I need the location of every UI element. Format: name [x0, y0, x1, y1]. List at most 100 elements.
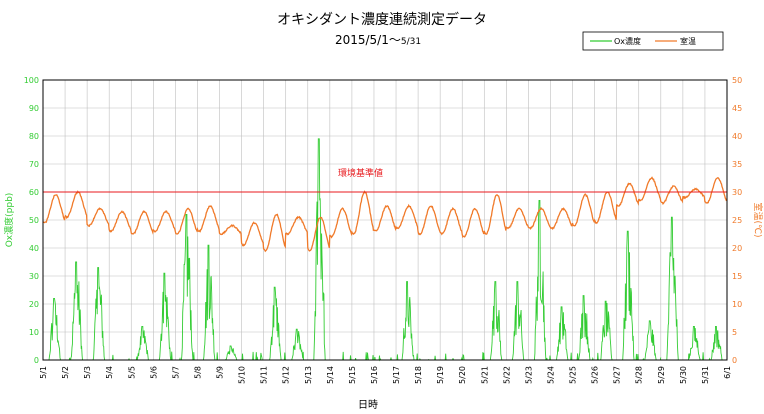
legend-ox-label: Ox濃度 [614, 36, 641, 46]
x-tick: 6/1 [723, 366, 732, 379]
x-tick: 5/16 [370, 366, 379, 384]
ox-day-segment [396, 281, 419, 361]
ox-day-segment [616, 230, 639, 361]
y-right-tick: 25 [732, 216, 742, 225]
ox-day-segment [462, 352, 485, 361]
temperature-series-line [42, 176, 728, 253]
standard-reference-label: 環境基準値 [338, 167, 383, 179]
y-left-tick: 90 [29, 104, 39, 113]
x-tick: 5/25 [569, 366, 578, 384]
x-tick: 5/27 [613, 366, 622, 384]
ox-day-segment [329, 351, 352, 361]
ox-day-segment [219, 345, 242, 361]
y-right-tick: 5 [732, 328, 737, 337]
ox-day-segment [43, 297, 66, 361]
x-tick: 5/6 [149, 366, 158, 379]
x-tick: 5/31 [701, 366, 710, 384]
ox-day-segment [484, 281, 507, 361]
ox-day-segment [263, 286, 286, 361]
ox-day-segment [638, 320, 662, 361]
x-tick: 5/11 [260, 366, 269, 384]
ox-day-segment [131, 325, 154, 361]
y-left-tick: 30 [29, 272, 39, 281]
plot-frame [42, 79, 728, 361]
y-left-tick: 100 [24, 76, 39, 85]
x-tick: 5/7 [171, 366, 180, 379]
ox-day-segment [87, 267, 110, 361]
chart-subtitle: 2015/5/1～5/31 [335, 33, 421, 47]
y-left-tick: 20 [29, 300, 39, 309]
x-tick: 5/20 [458, 366, 467, 384]
y-left-tick: 40 [29, 244, 39, 253]
y-left-tick: 70 [29, 160, 39, 169]
x-tick: 5/4 [105, 366, 114, 379]
ox-day-segment [285, 328, 308, 361]
x-tick: 5/18 [414, 366, 423, 384]
x-tick: 5/3 [83, 366, 92, 379]
ox-day-segment [506, 281, 529, 361]
y-right-tick: 40 [732, 132, 742, 141]
ox-day-segment [197, 244, 220, 361]
x-axis-label: 日時 [358, 399, 378, 411]
x-tick: 5/24 [546, 366, 555, 384]
x-tick: 5/29 [657, 366, 666, 384]
x-tick: 5/15 [348, 366, 357, 384]
x-tick: 5/9 [216, 366, 225, 379]
y-left-tick: 50 [29, 216, 39, 225]
x-tick: 5/12 [282, 366, 291, 384]
x-tick: 5/5 [127, 366, 136, 379]
left-axis-ticks: 0 10 20 30 40 50 60 70 80 90 100 [24, 76, 39, 365]
ox-series [43, 138, 727, 362]
ox-day-segment [351, 352, 374, 361]
ox-day-segment [682, 325, 705, 361]
y-right-tick: 0 [732, 356, 737, 365]
y-right-tick: 10 [732, 300, 742, 309]
x-tick: 5/30 [679, 366, 688, 384]
y-right-tick: 50 [732, 76, 742, 85]
ox-day-segment [65, 261, 88, 361]
ox-day-segment [418, 355, 441, 361]
x-tick: 5/26 [591, 366, 600, 384]
chart-title: オキシダント濃度連続測定データ [277, 11, 487, 28]
y-right-tick: 30 [732, 188, 742, 197]
x-tick: 5/10 [238, 366, 247, 384]
x-tick: 5/1 [39, 366, 48, 379]
x-tick: 5/19 [436, 366, 445, 384]
subtitle-main: 2015/5/1～ [335, 33, 401, 47]
right-axis-ticks: 0 5 10 15 20 25 30 35 40 45 50 [732, 76, 742, 365]
y-left-tick: 80 [29, 132, 39, 141]
ox-day-segment [704, 325, 727, 361]
legend-temp-label: 室温 [680, 36, 696, 46]
x-tick: 5/21 [480, 366, 489, 384]
y-right-tick: 35 [732, 160, 742, 169]
x-tick: 5/23 [524, 366, 533, 384]
ox-day-segment [175, 213, 198, 361]
y-right-tick: 15 [732, 272, 742, 281]
x-tick: 5/22 [502, 366, 511, 384]
y-left-tick: 60 [29, 188, 39, 197]
ox-day-segment [440, 353, 463, 361]
x-tick: 5/2 [61, 366, 70, 379]
x-tick: 5/13 [304, 366, 313, 384]
legend-box [582, 31, 724, 51]
ox-day-segment [528, 199, 551, 361]
ox-day-segment [109, 354, 132, 361]
x-axis-ticks: 5/1 5/2 5/3 5/4 5/5 5/6 5/7 5/8 5/9 5/10 5/11 5/12 5… [39, 366, 732, 384]
ox-day-segment [594, 300, 617, 361]
ox-day-segment [660, 216, 683, 361]
ox-day-segment [241, 351, 264, 361]
y-axis-left-label: Ox濃度(ppb) [3, 193, 15, 248]
ox-day-segment [550, 306, 573, 361]
subtitle-end: 5/31 [401, 37, 421, 47]
ox-day-segment [153, 272, 176, 361]
y-right-tick: 20 [732, 244, 742, 253]
legend: Ox濃度 室温 [582, 31, 724, 51]
x-tick: 5/14 [326, 366, 335, 384]
x-tick: 5/28 [635, 366, 644, 384]
y-left-tick: 10 [29, 328, 39, 337]
y-axis-right-label: 室温(℃) [752, 202, 764, 237]
ox-day-segment [373, 355, 396, 362]
y-left-tick: 0 [34, 356, 39, 365]
y-right-tick: 45 [732, 104, 742, 113]
